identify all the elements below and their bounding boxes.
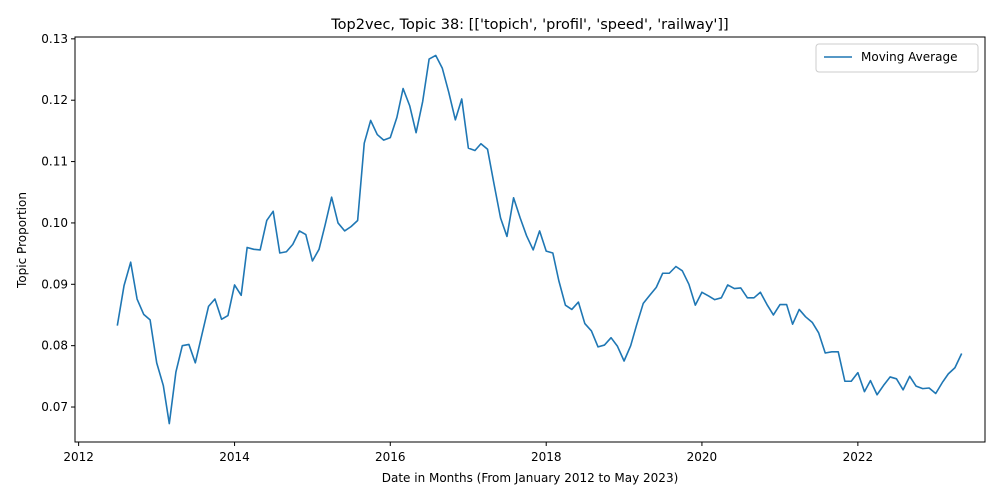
- x-tick-label: 2016: [375, 450, 406, 464]
- y-tick-label: 0.11: [41, 155, 68, 169]
- x-tick-label: 2012: [63, 450, 94, 464]
- y-axis: 0.07 0.08 0.09 0.10 0.11 0.12 0.13: [41, 32, 75, 414]
- y-tick-label: 0.12: [41, 93, 68, 107]
- y-tick-label: 0.09: [41, 277, 68, 291]
- x-tick-label: 2014: [219, 450, 250, 464]
- x-axis: 2012 2014 2016 2018 2020 2022: [63, 442, 873, 464]
- axes-frame: [74, 36, 986, 443]
- legend: Moving Average: [815, 43, 979, 73]
- y-tick-label: 0.07: [41, 400, 68, 414]
- chart-title: Top2vec, Topic 38: [['topich', 'profil',…: [330, 17, 728, 33]
- x-axis-label: Date in Months (From January 2012 to May…: [382, 471, 679, 485]
- legend-label: Moving Average: [861, 50, 957, 64]
- x-tick-label: 2018: [531, 450, 562, 464]
- y-tick-label: 0.08: [41, 339, 68, 353]
- x-tick-label: 2022: [843, 450, 874, 464]
- series-line-0: [116, 54, 963, 425]
- y-tick-label: 0.13: [41, 32, 68, 46]
- y-tick-label: 0.10: [41, 216, 68, 230]
- plot-area: [74, 36, 986, 443]
- y-axis-label: Topic Proportion: [15, 192, 29, 289]
- legend-box: [815, 43, 979, 73]
- x-tick-label: 2020: [687, 450, 718, 464]
